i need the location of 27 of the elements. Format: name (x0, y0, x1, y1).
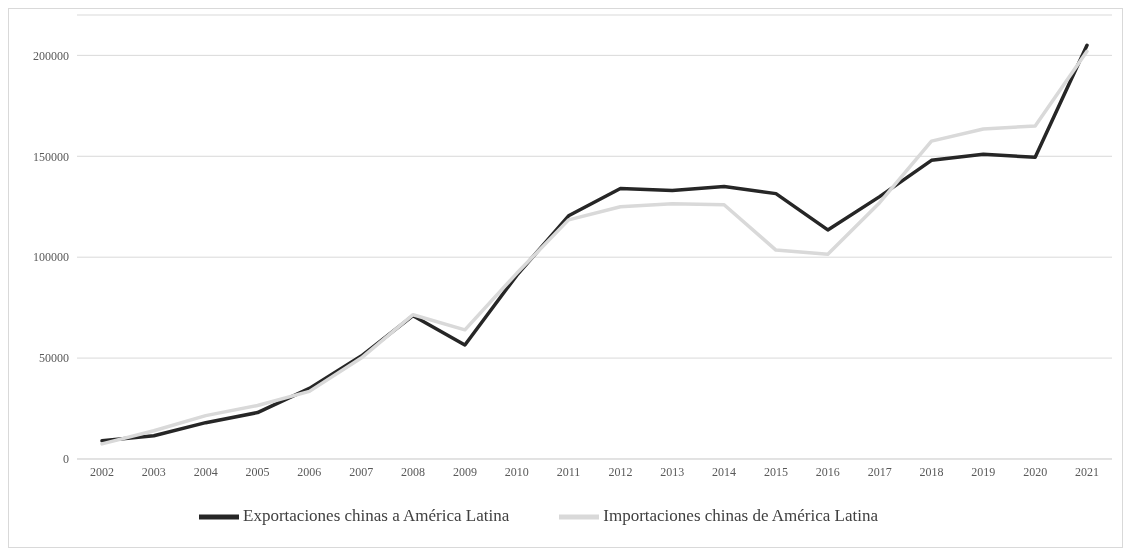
legend-label: Exportaciones chinas a América Latina (243, 505, 510, 525)
x-tick-label: 2016 (815, 464, 840, 479)
x-tick-label: 2006 (297, 464, 322, 479)
x-tick-label: 2012 (608, 464, 633, 479)
x-tick-label: 2013 (660, 464, 685, 479)
x-tick-label: 2015 (763, 464, 788, 479)
x-tick-label: 2014 (712, 464, 737, 479)
x-tick-label: 2005 (245, 464, 270, 479)
x-tick-label: 2021 (1075, 464, 1099, 479)
x-tick-label: 2020 (1023, 464, 1048, 479)
legend-label: Importaciones chinas de América Latina (603, 505, 878, 525)
x-tick-label: 2018 (919, 464, 944, 479)
y-tick-label: 0 (63, 452, 69, 467)
x-tick-label: 2003 (141, 464, 166, 479)
x-tick-label: 2007 (349, 464, 374, 479)
x-tick-label: 2009 (452, 464, 477, 479)
y-tick-label: 100000 (33, 250, 69, 265)
y-tick-label: 50000 (39, 351, 69, 366)
x-tick-label: 2011 (556, 464, 581, 479)
x-tick-label: 2004 (193, 464, 218, 479)
x-tick-label: 2010 (504, 464, 529, 479)
y-tick-label: 200000 (33, 48, 69, 63)
x-tick-label: 2017 (867, 464, 892, 479)
y-tick-label: 150000 (33, 149, 69, 164)
x-tick-label: 2019 (971, 464, 996, 479)
x-tick-label: 2002 (90, 464, 114, 479)
x-tick-label: 2008 (401, 464, 426, 479)
